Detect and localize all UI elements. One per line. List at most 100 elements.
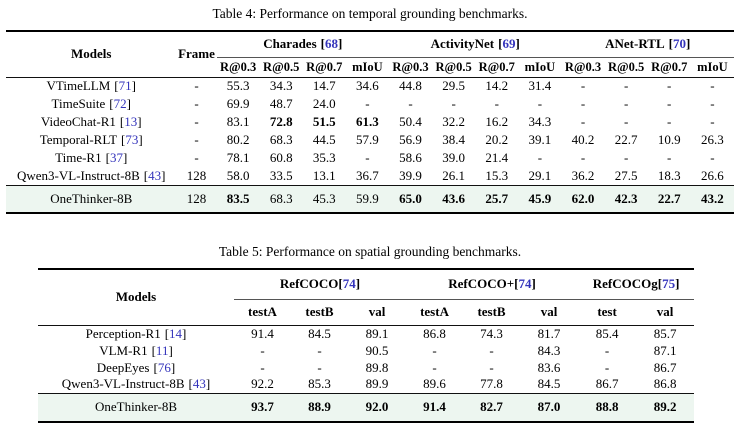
metric-value: 81.7	[537, 325, 561, 341]
metric-value: 55.3	[226, 78, 250, 94]
metric-value: -	[667, 78, 672, 94]
citation-number[interactable]: 75	[662, 276, 676, 292]
metric-value: 62.0	[571, 190, 595, 206]
citation-link[interactable]: [73]	[121, 132, 143, 147]
metric-value: 83.6	[537, 359, 561, 375]
metric-header: R@0.7	[647, 57, 691, 78]
metric-value: 16.2	[485, 114, 509, 129]
metric-value: 40.2	[571, 132, 595, 147]
metric-value: -	[537, 150, 543, 165]
metric-value: 32.2	[442, 114, 466, 129]
citation-number[interactable]: 74	[342, 276, 356, 292]
metric-value: 31.4	[528, 78, 552, 94]
metric-value: 33.5	[269, 167, 293, 183]
model-name: Time-R1 [37]	[55, 150, 128, 165]
citation-number[interactable]: 11	[155, 342, 169, 358]
citation-link[interactable]: [76]	[153, 359, 176, 375]
citation-number[interactable]: 37	[109, 150, 123, 165]
group-name: RefCOCOg	[592, 276, 658, 292]
frame-value: -	[194, 96, 199, 111]
metric-value: -	[580, 150, 586, 165]
metric-value: 18.3	[657, 167, 681, 183]
metric-value: -	[365, 96, 370, 111]
metric-value: 44.8	[399, 78, 422, 94]
citation-number[interactable]: 68	[324, 36, 338, 52]
citation-number[interactable]: 72	[113, 96, 127, 111]
metric-value: 57.9	[356, 132, 379, 147]
table5-group-refcocog: RefCOCOg[75]	[578, 269, 695, 300]
metric-value: 22.7	[614, 132, 638, 147]
metric-value: 24.0	[312, 96, 336, 111]
citation-link[interactable]: [11]	[151, 342, 173, 358]
table-row: DeepEyes [76] - - 89.8 - - 83.6 - 86.7	[38, 359, 694, 376]
frame-value: -	[194, 150, 199, 165]
citation-number[interactable]: 74	[518, 276, 532, 292]
metric-value: -	[260, 359, 265, 375]
metric-value: 74.3	[480, 325, 503, 341]
metric-value: 93.7	[251, 399, 274, 415]
metric-value: 21.4	[485, 150, 509, 165]
metric-header: val	[636, 299, 695, 326]
table4-group-charades: Charades [68]	[216, 31, 389, 58]
citation-number[interactable]: 69	[502, 36, 516, 52]
table5-metric-header-row: testA testB val testA testB val test val	[38, 299, 695, 326]
metric-header: R@0.3	[561, 57, 605, 78]
metric-header: R@0.5	[604, 57, 648, 78]
citation-link[interactable]: [13]	[119, 114, 142, 129]
metric-value: 38.4	[442, 132, 466, 147]
metric-value: 89.8	[365, 359, 389, 375]
citation-number[interactable]: 14	[169, 325, 183, 341]
metric-header: testB	[463, 299, 521, 326]
metric-header: mIoU	[345, 57, 389, 78]
metric-value: 14.7	[312, 78, 336, 94]
metric-value: 36.7	[356, 167, 379, 183]
citation-number[interactable]: 43	[148, 167, 162, 183]
metric-value: -	[580, 114, 586, 129]
citation-number[interactable]: 43	[192, 376, 206, 392]
metric-value: 72.8	[269, 114, 293, 129]
table4-col-frame: Frame	[176, 31, 217, 78]
metric-value: 20.2	[485, 132, 509, 147]
table4-metric-header-row: R@0.3 R@0.5 R@0.7 mIoU R@0.3 R@0.5 R@0.7…	[6, 57, 734, 78]
metric-value: 58.0	[226, 167, 250, 183]
metric-header: R@0.3	[216, 57, 260, 78]
citation-link[interactable]: [43]	[188, 376, 211, 392]
metric-value: 10.9	[657, 132, 681, 147]
table5-caption: Table 5: Performance on spatial groundin…	[218, 244, 522, 259]
model-name: VTimeLLM [71]	[46, 78, 136, 94]
citation-link[interactable]: [69]	[498, 36, 520, 52]
citation-link[interactable]: [37]	[105, 150, 128, 165]
metric-header: val	[348, 299, 407, 326]
citation-link[interactable]: [72]	[109, 96, 131, 111]
table5-body: Perception-R1 [14] 91.4 84.5 89.1 86.8 74.3 81.…	[38, 325, 695, 422]
metric-header: mIoU	[518, 57, 562, 78]
metric-value: 50.4	[399, 114, 422, 129]
citation-number[interactable]: 76	[157, 359, 171, 375]
citation-link[interactable]: [74]	[338, 276, 361, 292]
metric-header: R@0.7	[302, 57, 346, 78]
citation-link[interactable]: [43]	[143, 167, 166, 183]
citation-number[interactable]: 13	[124, 114, 138, 129]
citation-number[interactable]: 71	[118, 78, 132, 94]
citation-link[interactable]: [74]	[514, 276, 536, 292]
metric-value: 34.6	[356, 78, 379, 94]
metric-value: 91.4	[423, 399, 446, 415]
metric-value: 39.1	[528, 132, 552, 147]
metric-value: 29.1	[528, 167, 552, 183]
citation-link[interactable]: [68]	[320, 36, 343, 52]
group-name: ANet-RTL	[605, 36, 665, 52]
metric-value: 39.9	[399, 167, 422, 183]
citation-link[interactable]: [71]	[114, 78, 136, 94]
metric-value: -	[432, 359, 437, 375]
frame-value: 128	[186, 190, 207, 206]
citation-link[interactable]: [75]	[657, 276, 680, 292]
table4-body: VTimeLLM [71] - 55.3 34.3 14.7 34.6 44.8 29.5 14.…	[6, 77, 734, 213]
citation-link[interactable]: [14]	[164, 325, 187, 341]
metric-value: 87.1	[653, 342, 677, 358]
metric-value: 51.5	[312, 114, 336, 129]
citation-link[interactable]: [70]	[668, 36, 691, 52]
group-name: RefCOCO	[279, 276, 339, 292]
metric-value: 89.2	[653, 399, 677, 415]
citation-number[interactable]: 73	[125, 132, 139, 147]
citation-number[interactable]: 70	[672, 36, 686, 52]
